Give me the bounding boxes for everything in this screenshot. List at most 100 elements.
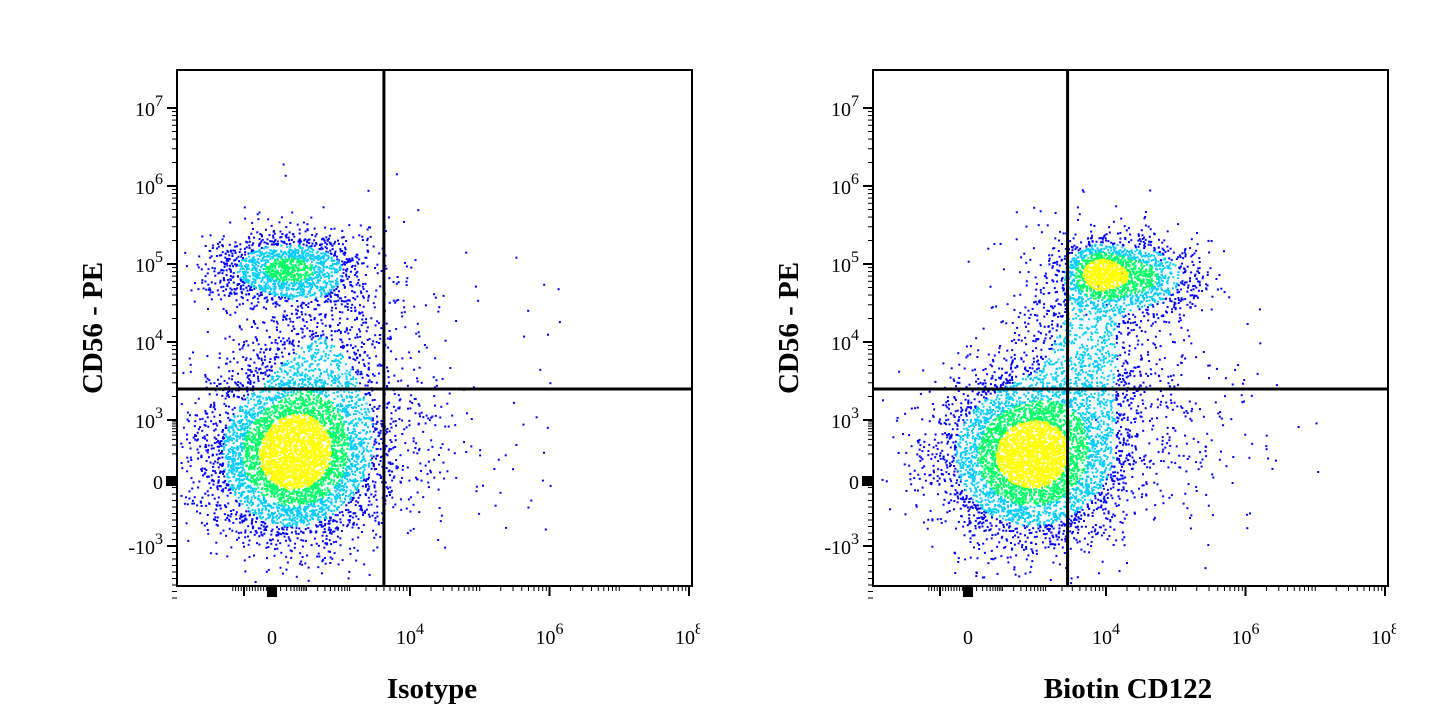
event-dot: [234, 381, 237, 384]
event-dot: [231, 486, 234, 489]
event-dot: [342, 524, 345, 527]
event-dot: [251, 416, 253, 419]
event-dot: [280, 236, 283, 239]
event-dot: [219, 463, 222, 466]
event-dot: [380, 419, 383, 422]
event-dot: [306, 360, 309, 363]
event-dot: [301, 382, 303, 385]
event-dot: [320, 371, 322, 374]
event-dot: [316, 500, 319, 503]
event-dot: [380, 270, 383, 272]
event-dot: [372, 430, 375, 433]
event-dot: [272, 288, 275, 291]
event-dot: [341, 434, 344, 437]
event-dot: [325, 337, 328, 340]
event-dot: [279, 514, 282, 517]
event-dot: [260, 253, 263, 256]
event-dot: [292, 374, 295, 377]
event-dot: [181, 467, 184, 470]
event-dot: [241, 398, 244, 401]
event-dot: [306, 520, 309, 523]
event-dot: [273, 316, 276, 319]
event-dot: [242, 432, 245, 435]
event-dot: [355, 491, 358, 494]
event-dot: [273, 386, 276, 389]
event-dot: [208, 393, 211, 396]
event-dot: [351, 516, 354, 519]
event-dot: [245, 440, 248, 443]
event-dot: [227, 471, 230, 474]
event-dot: [319, 267, 322, 270]
event-dot: [298, 383, 301, 386]
event-dot: [315, 265, 318, 268]
event-dot: [250, 397, 252, 400]
event-dot: [217, 480, 220, 483]
event-dot: [305, 515, 307, 518]
event-dot: [354, 353, 357, 356]
event-dot: [305, 280, 308, 283]
event-dot: [262, 377, 265, 380]
event-dot: [302, 243, 305, 246]
event-dot: [211, 454, 214, 456]
event-dot: [342, 409, 345, 412]
event-dot: [238, 326, 241, 329]
event-dot: [394, 420, 397, 423]
event-dot: [341, 373, 344, 376]
event-dot: [360, 403, 363, 406]
event-dot: [199, 512, 202, 515]
event-dot: [254, 261, 257, 264]
event-dot: [319, 248, 322, 251]
event-dot: [442, 294, 445, 297]
event-dot: [243, 434, 246, 437]
event-dot: [197, 397, 200, 400]
event-dot: [280, 370, 283, 373]
event-dot: [340, 504, 343, 506]
event-dot: [227, 278, 229, 281]
event-dot: [441, 377, 444, 380]
event-dot: [261, 235, 263, 238]
event-dot: [220, 440, 223, 443]
event-dot: [288, 501, 291, 504]
event-dot: [243, 478, 246, 481]
event-dot: [257, 491, 260, 494]
event-dot: [199, 426, 202, 429]
event-dot: [380, 422, 383, 425]
event-dot: [209, 406, 212, 408]
event-dot: [300, 263, 303, 265]
event-dot: [324, 314, 326, 317]
event-dot: [376, 505, 379, 508]
event-dot: [231, 408, 234, 411]
event-dot: [303, 259, 306, 262]
event-dot: [328, 280, 331, 283]
event-dot: [281, 381, 284, 384]
event-dot: [275, 273, 278, 276]
event-dot: [258, 511, 261, 514]
event-dot: [255, 520, 257, 523]
event-dot: [348, 467, 351, 470]
event-dot: [255, 270, 258, 273]
event-dot: [275, 356, 278, 358]
event-dot: [345, 486, 348, 489]
event-dot: [206, 433, 209, 436]
event-dot: [200, 468, 203, 471]
event-dot: [302, 288, 305, 291]
event-dot: [328, 493, 331, 496]
event-dot: [347, 511, 350, 514]
event-dot: [251, 518, 254, 521]
event-dot: [320, 523, 323, 526]
event-dot: [257, 395, 260, 398]
event-dot: [244, 475, 247, 478]
event-dot: [213, 429, 216, 432]
event-dot: [341, 280, 344, 283]
event-dot: [259, 412, 262, 415]
event-dot: [221, 456, 224, 459]
event-dot: [371, 461, 374, 464]
event-dot: [260, 491, 263, 494]
event-dot: [229, 270, 232, 273]
event-dot: [217, 245, 220, 248]
event-dot: [341, 236, 344, 239]
event-dot: [237, 447, 240, 450]
event-dot: [284, 234, 287, 237]
event-dot: [366, 228, 369, 231]
event-dot: [343, 420, 346, 423]
